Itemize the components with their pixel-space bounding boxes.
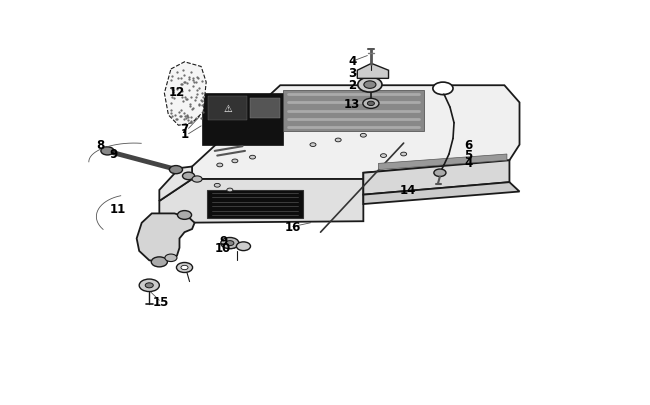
Text: 14: 14 [400,184,416,197]
Circle shape [335,139,341,143]
Text: 9: 9 [219,235,227,248]
Circle shape [101,147,114,156]
Polygon shape [283,91,424,131]
Circle shape [183,173,194,180]
Polygon shape [136,214,194,262]
Polygon shape [363,161,510,195]
Circle shape [214,184,220,188]
Polygon shape [164,63,206,126]
Polygon shape [207,190,303,219]
Circle shape [177,211,192,220]
Circle shape [170,166,183,174]
Circle shape [310,143,316,147]
Text: 1: 1 [181,128,188,141]
Circle shape [216,164,223,167]
Text: ⚠: ⚠ [224,104,232,113]
Circle shape [358,78,382,93]
Text: 7: 7 [181,123,188,136]
Text: 5: 5 [464,149,473,162]
Circle shape [400,153,407,156]
Circle shape [165,254,177,262]
Text: 12: 12 [169,86,185,99]
Text: 13: 13 [344,98,360,111]
Polygon shape [202,94,283,145]
Text: 2: 2 [348,79,356,92]
Text: 3: 3 [348,67,356,80]
Polygon shape [159,179,363,223]
Text: 10: 10 [215,241,231,254]
Polygon shape [358,64,389,79]
Polygon shape [250,98,280,119]
Circle shape [139,279,159,292]
Circle shape [363,99,379,109]
Text: 16: 16 [285,220,301,233]
Polygon shape [378,155,507,170]
Circle shape [221,238,239,249]
Polygon shape [208,97,248,120]
Circle shape [367,102,374,106]
Polygon shape [363,183,519,205]
Text: 11: 11 [109,203,125,216]
Circle shape [192,177,202,183]
Circle shape [181,266,188,270]
Circle shape [433,83,453,96]
Circle shape [176,263,192,273]
Text: 8: 8 [96,138,105,151]
Circle shape [151,257,168,267]
Circle shape [360,134,367,138]
Text: 4: 4 [464,157,473,170]
Circle shape [380,154,387,158]
Polygon shape [159,167,192,201]
Circle shape [145,283,153,288]
Circle shape [250,156,255,160]
Text: 15: 15 [153,295,169,308]
Text: 4: 4 [348,55,356,68]
Circle shape [364,82,376,89]
Circle shape [237,242,250,251]
Text: 6: 6 [464,138,473,151]
Circle shape [226,241,234,246]
Text: 9: 9 [110,147,118,160]
Circle shape [227,189,233,192]
Polygon shape [192,86,519,179]
Circle shape [232,160,238,163]
Circle shape [434,170,446,177]
